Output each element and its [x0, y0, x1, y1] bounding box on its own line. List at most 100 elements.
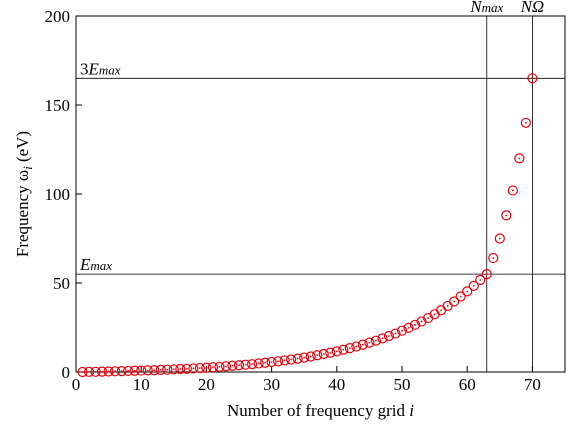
point-dot — [322, 353, 325, 355]
point — [475, 274, 486, 286]
point-ring — [246, 359, 258, 370]
point-ring — [201, 362, 212, 373]
point-dot — [453, 300, 456, 303]
point — [344, 343, 355, 354]
point — [110, 366, 121, 377]
point — [253, 358, 264, 369]
label-part: i — [20, 166, 35, 170]
annotation: Emax — [79, 255, 112, 274]
point-ring — [259, 357, 271, 368]
point-dot — [401, 329, 403, 332]
x-tick-label: 70 — [524, 375, 541, 394]
point-dot — [459, 295, 462, 298]
annotation: 3Emax — [80, 59, 121, 78]
plot-frame — [75, 15, 566, 373]
point-ring — [188, 363, 199, 374]
point-ring — [507, 185, 518, 196]
point-dot — [485, 273, 488, 275]
point — [357, 339, 368, 350]
point-dot — [290, 358, 293, 361]
point-ring — [292, 353, 303, 364]
x-tick-label: 60 — [459, 375, 476, 394]
point — [403, 322, 414, 333]
point-ring — [409, 319, 421, 330]
point-dot — [440, 309, 443, 312]
point-ring — [286, 354, 297, 365]
point-dot — [472, 284, 475, 287]
point — [494, 233, 505, 244]
point-dot — [205, 366, 208, 369]
point — [214, 361, 225, 372]
point — [77, 366, 88, 378]
point — [338, 344, 349, 355]
point-ring — [162, 364, 173, 375]
point-dot — [492, 257, 495, 259]
point-ring — [455, 291, 466, 302]
point-dot — [94, 370, 97, 373]
point-ring — [77, 366, 88, 378]
point-dot — [101, 370, 103, 373]
point — [292, 353, 303, 364]
point-ring — [194, 362, 205, 374]
point-dot — [283, 359, 286, 362]
point-dot — [505, 214, 508, 217]
point-dot — [296, 357, 299, 360]
point-ring — [240, 359, 251, 370]
annotation-main: NΩ — [520, 0, 545, 16]
point-dot — [133, 369, 136, 372]
point-dot — [218, 365, 221, 368]
x-tick-label: 0 — [72, 375, 81, 394]
point-dot — [355, 345, 358, 348]
point-ring — [475, 274, 486, 286]
point-dot — [316, 354, 319, 357]
point-dot — [225, 365, 227, 368]
point-ring — [90, 366, 101, 377]
point — [527, 73, 538, 84]
point-ring — [110, 366, 121, 377]
point — [462, 286, 473, 297]
point-dot — [88, 370, 90, 373]
point-ring — [494, 233, 505, 244]
point-ring — [377, 333, 388, 344]
point-ring — [318, 348, 329, 360]
point-dot — [446, 305, 449, 307]
point-ring — [149, 365, 160, 376]
point-dot — [127, 370, 130, 372]
point-dot — [153, 369, 156, 372]
point-ring — [273, 356, 284, 367]
point-dot — [146, 369, 149, 372]
label-part: i — [409, 401, 414, 420]
point-ring — [227, 360, 238, 371]
x-tick-label: 40 — [328, 375, 345, 394]
point-ring — [207, 362, 219, 373]
point — [442, 300, 453, 312]
y-tick-label: 100 — [45, 185, 71, 204]
point — [233, 360, 245, 371]
point-ring — [279, 355, 290, 366]
point-ring — [449, 296, 460, 307]
point-dot — [342, 348, 345, 351]
point — [188, 363, 199, 374]
annotation-sub: max — [90, 258, 112, 273]
point-dot — [394, 332, 397, 335]
point-ring — [396, 325, 408, 336]
point-ring — [364, 337, 375, 348]
point-ring — [501, 210, 512, 221]
point-dot — [498, 237, 501, 240]
point-ring — [370, 335, 382, 346]
point — [351, 341, 362, 352]
point — [246, 359, 258, 370]
point-ring — [383, 330, 395, 342]
label-part: (eV) — [13, 131, 32, 166]
point-ring — [305, 351, 316, 362]
point — [207, 362, 219, 373]
point — [305, 351, 316, 362]
point-dot — [303, 356, 306, 359]
point-dot — [407, 326, 410, 329]
point-dot — [185, 367, 188, 370]
point-ring — [96, 366, 108, 377]
point-ring — [312, 350, 323, 361]
point-dot — [518, 157, 521, 160]
point — [312, 350, 323, 361]
